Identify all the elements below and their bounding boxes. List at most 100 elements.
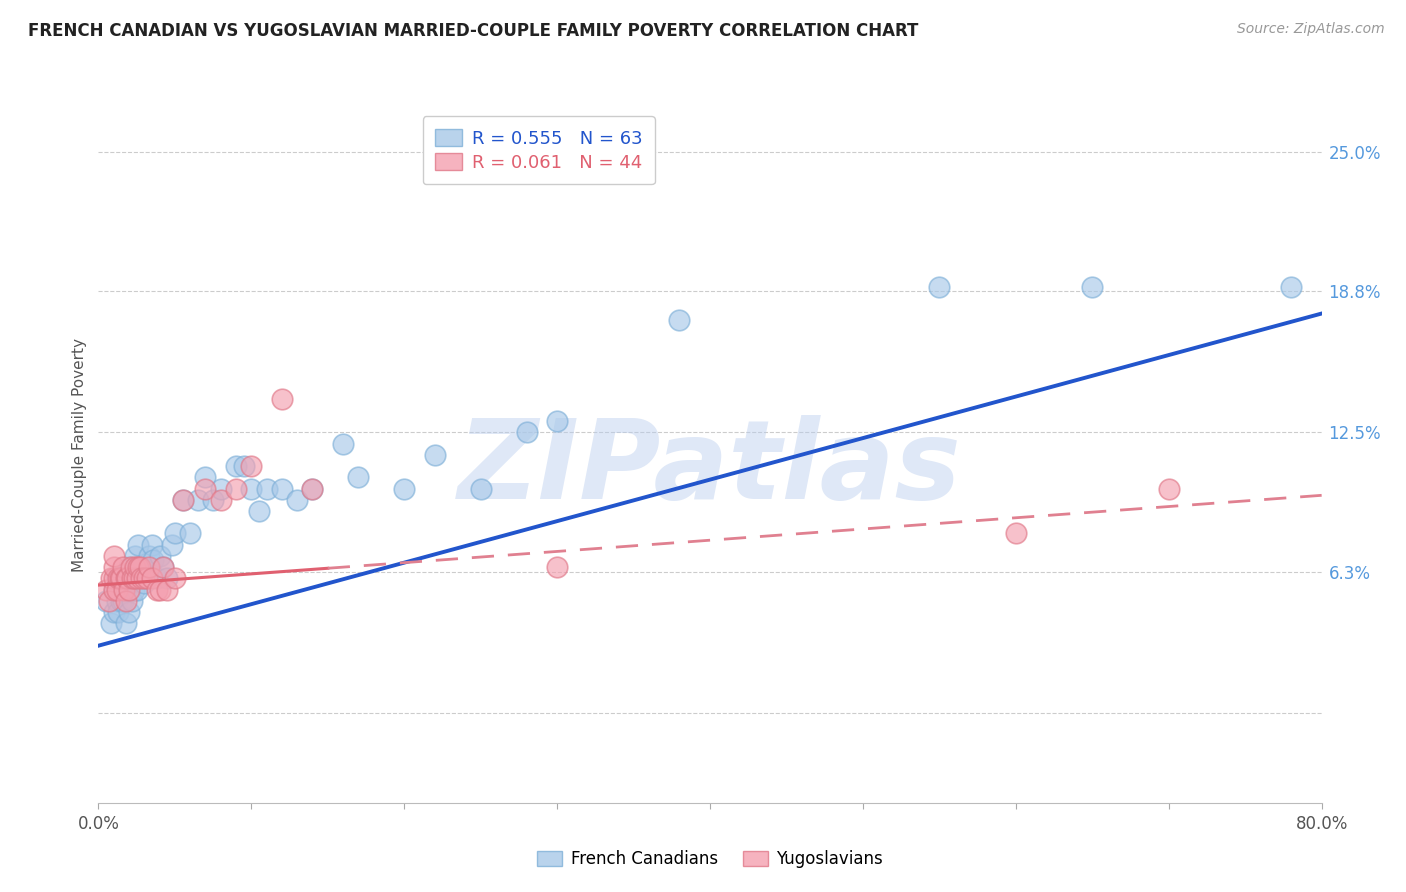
- Point: [136, 571, 159, 585]
- Point: [1157, 482, 1180, 496]
- Point: [105, 594, 128, 608]
- Point: [163, 526, 186, 541]
- Point: [115, 594, 138, 608]
- Point: [107, 605, 129, 619]
- Point: [127, 538, 149, 552]
- Point: [121, 571, 143, 585]
- Point: [332, 436, 354, 450]
- Point: [121, 594, 143, 608]
- Point: [125, 582, 148, 597]
- Point: [423, 448, 446, 462]
- Point: [141, 571, 163, 585]
- Point: [121, 571, 143, 585]
- Point: [110, 594, 132, 608]
- Y-axis label: Married-Couple Family Poverty: Married-Couple Family Poverty: [72, 338, 87, 572]
- Point: [118, 582, 141, 597]
- Point: [270, 392, 292, 406]
- Point: [103, 549, 125, 563]
- Point: [105, 582, 128, 597]
- Point: [127, 560, 149, 574]
- Point: [149, 549, 172, 563]
- Point: [256, 482, 278, 496]
- Point: [1081, 279, 1104, 293]
- Point: [145, 571, 167, 585]
- Point: [156, 571, 179, 585]
- Point: [105, 571, 128, 585]
- Point: [138, 560, 160, 574]
- Point: [145, 582, 167, 597]
- Point: [194, 470, 217, 484]
- Point: [108, 571, 131, 585]
- Point: [115, 571, 138, 585]
- Point: [111, 560, 134, 574]
- Point: [98, 594, 121, 608]
- Point: [112, 582, 135, 597]
- Point: [134, 571, 156, 585]
- Legend: French Canadians, Yugoslavians: French Canadians, Yugoslavians: [530, 843, 890, 874]
- Point: [122, 571, 145, 585]
- Point: [112, 582, 135, 597]
- Point: [117, 571, 139, 585]
- Point: [128, 571, 150, 585]
- Point: [107, 571, 129, 585]
- Point: [270, 482, 292, 496]
- Point: [225, 482, 247, 496]
- Point: [160, 538, 183, 552]
- Point: [129, 560, 152, 574]
- Point: [125, 560, 148, 574]
- Point: [623, 145, 645, 159]
- Point: [118, 605, 141, 619]
- Point: [172, 492, 194, 507]
- Point: [110, 571, 132, 585]
- Point: [470, 482, 492, 496]
- Point: [149, 582, 172, 597]
- Point: [111, 594, 134, 608]
- Point: [124, 560, 146, 574]
- Point: [392, 482, 416, 496]
- Point: [103, 605, 125, 619]
- Point: [928, 279, 950, 293]
- Point: [103, 571, 125, 585]
- Point: [129, 571, 152, 585]
- Point: [285, 492, 308, 507]
- Point: [240, 482, 263, 496]
- Point: [118, 560, 141, 574]
- Point: [110, 571, 132, 585]
- Point: [516, 425, 538, 440]
- Point: [100, 616, 122, 631]
- Point: [668, 313, 690, 327]
- Point: [347, 470, 370, 484]
- Text: Source: ZipAtlas.com: Source: ZipAtlas.com: [1237, 22, 1385, 37]
- Point: [122, 582, 145, 597]
- Point: [115, 582, 138, 597]
- Point: [301, 482, 323, 496]
- Point: [152, 560, 174, 574]
- Point: [240, 459, 263, 474]
- Point: [156, 582, 179, 597]
- Point: [179, 526, 201, 541]
- Point: [124, 549, 146, 563]
- Point: [134, 560, 156, 574]
- Point: [163, 571, 186, 585]
- Point: [100, 571, 122, 585]
- Point: [103, 582, 125, 597]
- Point: [1279, 279, 1302, 293]
- Point: [125, 571, 148, 585]
- Point: [187, 492, 209, 507]
- Point: [138, 549, 160, 563]
- Point: [94, 594, 117, 608]
- Point: [209, 492, 232, 507]
- Point: [546, 414, 568, 428]
- Point: [128, 560, 150, 574]
- Point: [141, 538, 163, 552]
- Point: [152, 560, 174, 574]
- Point: [120, 560, 142, 574]
- Text: FRENCH CANADIAN VS YUGOSLAVIAN MARRIED-COUPLE FAMILY POVERTY CORRELATION CHART: FRENCH CANADIAN VS YUGOSLAVIAN MARRIED-C…: [28, 22, 918, 40]
- Point: [115, 616, 138, 631]
- Point: [194, 482, 217, 496]
- Point: [209, 482, 232, 496]
- Point: [172, 492, 194, 507]
- Point: [103, 582, 125, 597]
- Text: ZIPatlas: ZIPatlas: [458, 416, 962, 523]
- Point: [1004, 526, 1026, 541]
